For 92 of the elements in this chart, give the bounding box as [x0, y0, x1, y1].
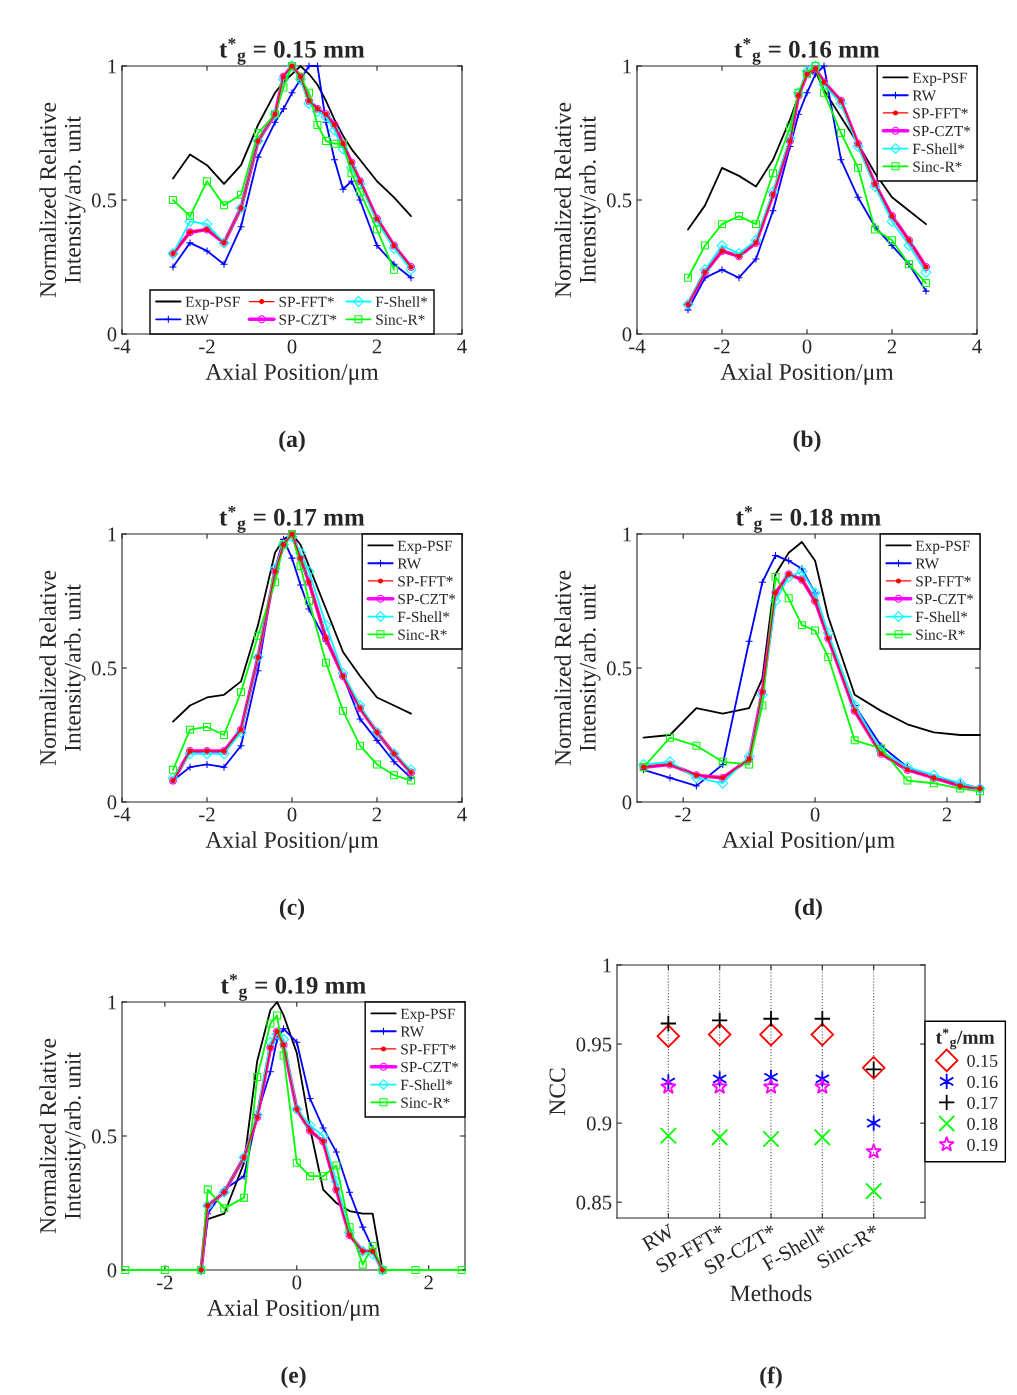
x-tick-label: -2 [675, 807, 691, 822]
legend-label: 0.18 [967, 1117, 998, 1131]
legend-label: SP-FFT* [279, 296, 334, 308]
x-tick-label: -2 [156, 1275, 173, 1290]
legend-title: t$^{*}$$_{g}$/mm [935, 1028, 995, 1050]
y-tick-label: 0.85 [576, 1195, 612, 1210]
y-tick-label: 0.95 [576, 1037, 612, 1052]
legend-label: 0.19 [967, 1138, 998, 1151]
x-axis-title: Axial Position/μm [720, 363, 894, 385]
legend-label: Sinc-R* [916, 629, 965, 640]
legend-label: Sinc-R* [376, 314, 425, 325]
text: (a) [279, 430, 305, 452]
y-tick-label: 0.9 [586, 1116, 612, 1131]
legend-label: RW [185, 314, 209, 325]
legend-label: SP-FFT* [401, 1044, 456, 1055]
y-tick-label: 1 [108, 527, 116, 542]
legend-label: SP-FFT* [913, 108, 968, 119]
x-tick-label: -2 [199, 339, 215, 354]
legend-label: RW [912, 90, 937, 101]
legend-label: SP-FFT* [398, 576, 453, 587]
text: (f) [760, 1366, 782, 1389]
y-tick-label: 1 [623, 527, 631, 542]
chart-title: t$^{*}$$_{g}$ = 0.17 mm [219, 505, 365, 533]
x-tick-label: 2 [372, 339, 382, 354]
y-axis-title: Normalized Relative Intensity/arb. unit [39, 102, 86, 298]
text: (c) [279, 898, 305, 920]
legend-label: RW [397, 558, 422, 569]
legend-label: 0.17 [967, 1096, 998, 1110]
y-axis-title: Normalized Relative Intensity/arb. unit [554, 570, 601, 766]
x-tick-label: 0 [292, 1275, 302, 1290]
y-tick-label: 1 [603, 958, 611, 973]
x-tick-label: 2 [887, 339, 897, 354]
legend-label: RW [915, 558, 940, 569]
legend-label: F-Shell* [912, 143, 965, 155]
legend-label: SP-CZT* [398, 593, 456, 605]
y-tick-label: 0 [622, 795, 632, 810]
y-tick-label: 0.5 [606, 661, 632, 676]
legend-label: SP-CZT* [913, 125, 971, 137]
x-tick-label: 0 [287, 807, 297, 822]
legend-label: F-Shell* [400, 1079, 453, 1091]
legend-label: Exp-PSF [912, 72, 967, 87]
y-tick-label: 0.5 [91, 193, 117, 208]
legend-label: F-Shell* [375, 296, 428, 308]
x-tick-label: 2 [372, 807, 382, 822]
x-axis-title: Axial Position/μm [205, 363, 379, 385]
legend-label: Sinc-R* [398, 629, 447, 640]
x-tick-label: 4 [457, 807, 467, 822]
legend-label: Exp-PSF [400, 1008, 455, 1023]
text: (b) [793, 430, 821, 452]
x-axis-title: Axial Position/μm [722, 831, 895, 853]
y-axis-title: Normalized Relative Intensity/arb. unit [39, 570, 86, 766]
text: (d) [795, 898, 822, 920]
y-axis-title: NCC [549, 1068, 566, 1116]
x-tick-label: 4 [972, 339, 982, 354]
legend-label: SP-CZT* [401, 1061, 459, 1073]
legend-label: F-Shell* [915, 611, 968, 623]
legend-label: RW [400, 1026, 425, 1037]
x-tick-label: 0 [802, 339, 812, 354]
text: (e) [281, 1366, 306, 1388]
legend-label: F-Shell* [397, 611, 450, 623]
legend-label: Sinc-R* [401, 1097, 450, 1108]
x-tick-label: -2 [714, 339, 730, 354]
legend-label: SP-FFT* [916, 576, 971, 587]
x-tick-label: 2 [424, 1275, 433, 1290]
legend-label: Exp-PSF [397, 540, 452, 555]
x-axis-title: Axial Position/μm [207, 1299, 380, 1321]
legend-label: 0.15 [967, 1054, 998, 1068]
y-axis-title: Normalized Relative Intensity/arb. unit [554, 102, 601, 298]
legend-label: Exp-PSF [915, 540, 970, 555]
legend-label: Exp-PSF [185, 296, 240, 311]
y-tick-label: 1 [108, 995, 116, 1010]
y-tick-label: 1 [623, 59, 631, 74]
chart-title: t$^{*}$$_{g}$ = 0.18 mm [735, 505, 881, 533]
x-tick-label: 4 [457, 339, 467, 354]
chart-title: t$^{*}$$_{g}$ = 0.16 mm [734, 37, 880, 65]
x-axis-title: Methods [730, 1284, 812, 1302]
y-tick-label: 0.5 [91, 1129, 117, 1144]
x-tick-label: 2 [942, 807, 952, 822]
legend-label: 0.16 [967, 1075, 998, 1089]
x-tick-label: -2 [199, 807, 215, 822]
legend-label: SP-CZT* [916, 593, 974, 605]
y-tick-label: 0.5 [606, 193, 632, 208]
legend-label: Sinc-R* [913, 161, 962, 172]
y-tick-label: 1 [108, 59, 116, 74]
y-axis-title: Normalized Relative Intensity/arb. unit [39, 1038, 86, 1234]
y-tick-label: 0.5 [91, 661, 117, 676]
chart-title: t$^{*}$$_{g}$ = 0.19 mm [220, 973, 366, 1001]
chart-title: t$^{*}$$_{g}$ = 0.15 mm [219, 37, 365, 65]
x-tick-label: 0 [287, 339, 297, 354]
x-tick-label: 0 [810, 807, 820, 822]
x-axis-title: Axial Position/μm [205, 831, 379, 853]
legend-label: SP-CZT* [279, 314, 337, 325]
